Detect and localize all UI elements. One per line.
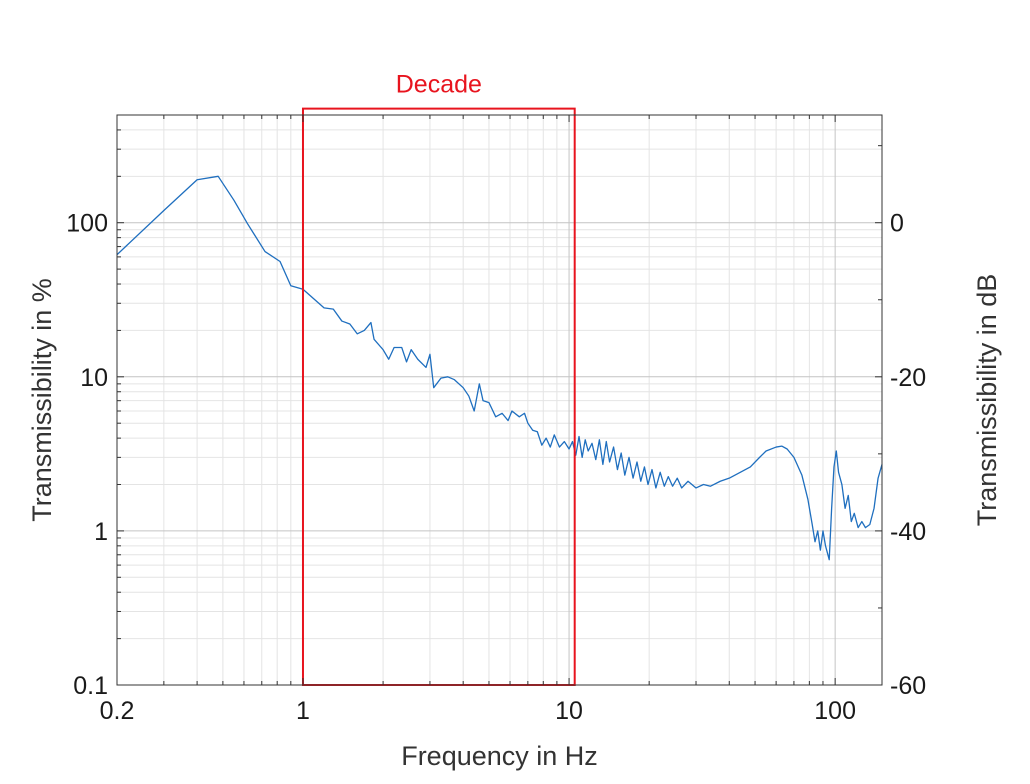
y-tick-label: 0.1 xyxy=(73,672,108,700)
plot-frame xyxy=(116,114,883,686)
x-axis-label: Frequency in Hz xyxy=(401,741,598,771)
y2-axis-label: Transmissibility in dB xyxy=(972,274,1002,527)
x-tick-label: 100 xyxy=(814,697,856,725)
x-tick-label: 10 xyxy=(555,697,583,725)
series-layer xyxy=(116,175,883,561)
y2-tick-label: 0 xyxy=(890,210,904,238)
y-tick-label: 10 xyxy=(80,364,108,392)
x-tick-label: 0.2 xyxy=(100,697,135,725)
y-axis-label: Transmissibility in % xyxy=(27,278,57,522)
series-line-0 xyxy=(116,175,883,561)
y2-tick-label: -20 xyxy=(890,364,926,392)
y-tick-label: 1 xyxy=(94,518,108,546)
y-tick-label: 100 xyxy=(66,210,108,238)
x-tick-label: 1 xyxy=(296,697,310,725)
y2-tick-label: -60 xyxy=(890,672,926,700)
plot-background xyxy=(117,115,882,685)
decade-label: Decade xyxy=(396,71,482,99)
ticks-layer: 0.2 1 10 100 0.1 1 10 100 -60 -40 -20 0 xyxy=(66,114,926,725)
y2-tick-label: -40 xyxy=(890,518,926,546)
minor-grid xyxy=(116,114,882,685)
